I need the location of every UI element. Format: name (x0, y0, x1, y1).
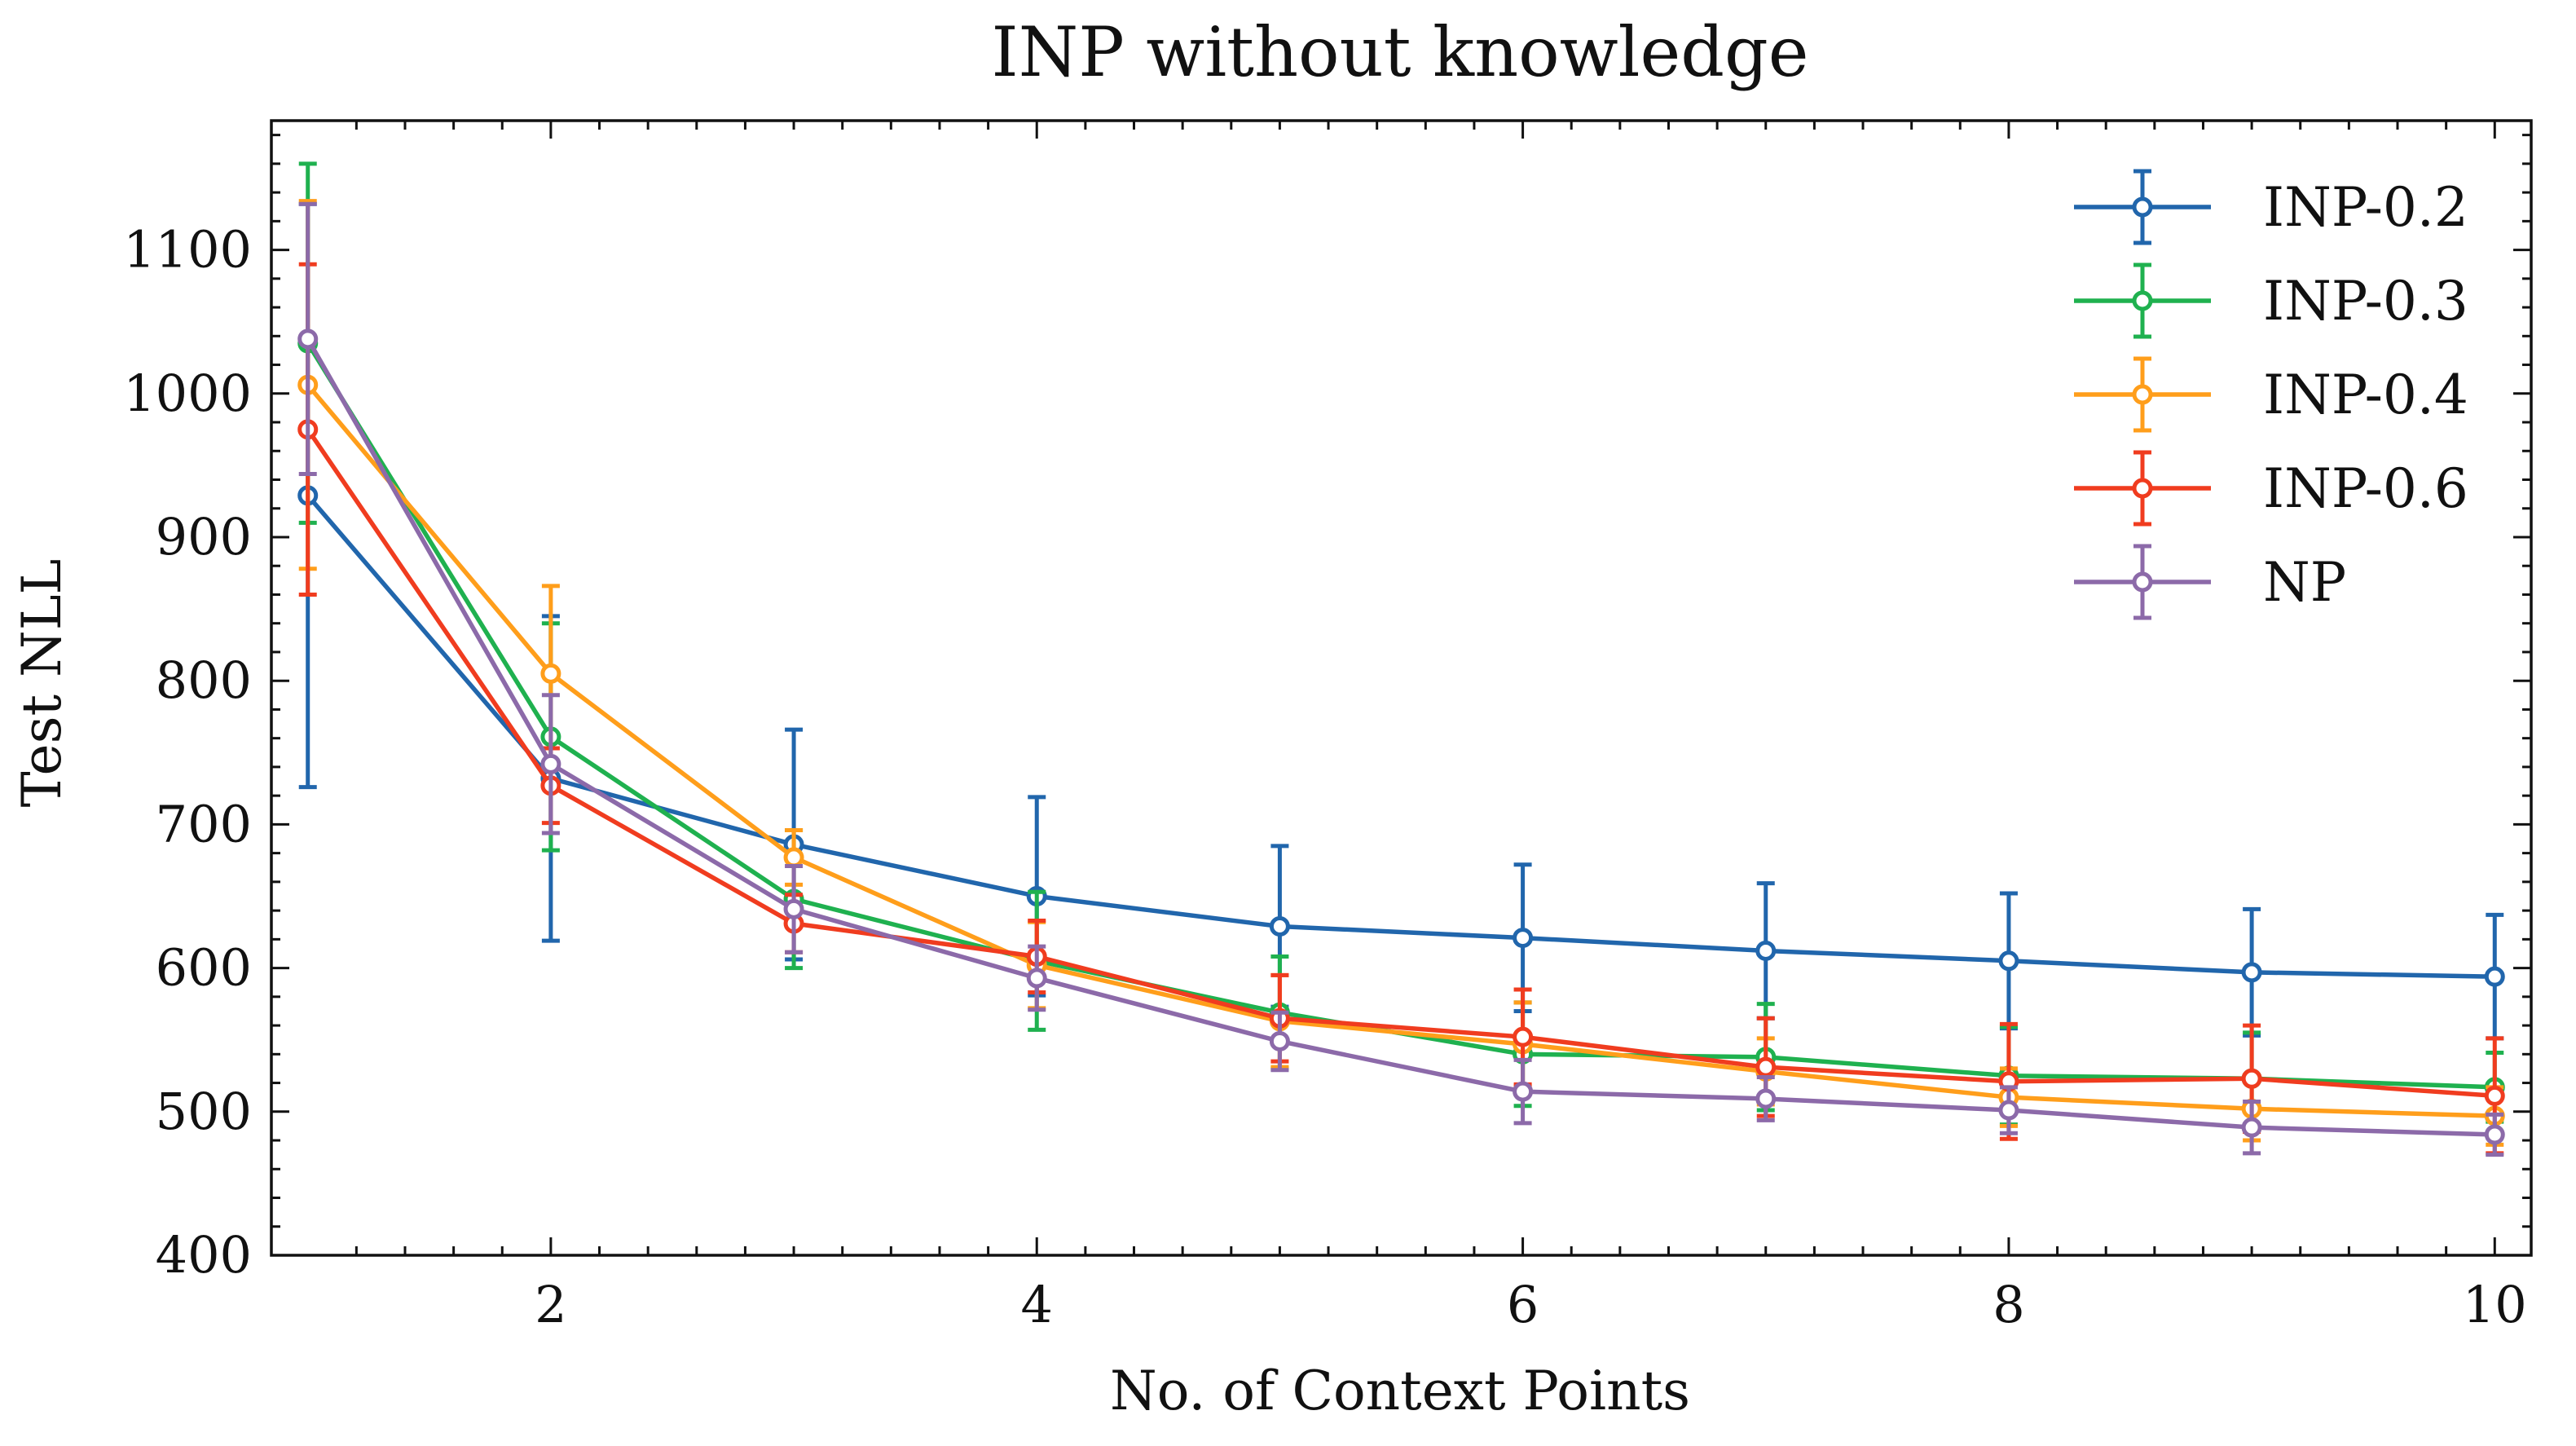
data-point (1755, 1056, 1777, 1078)
y-tick-label: 1100 (123, 220, 252, 280)
series-inp-0-6 (297, 262, 2505, 1156)
data-point (2241, 1068, 2262, 1089)
data-point (2484, 1085, 2505, 1106)
data-point (2241, 962, 2262, 983)
series-inp-0-3 (297, 161, 2505, 1127)
x-tick-label: 4 (1021, 1275, 1053, 1334)
legend-item: INP-0.4 (2074, 356, 2468, 433)
x-tick-label: 8 (1993, 1275, 2024, 1334)
data-point (1026, 968, 1047, 989)
x-tick-label: 2 (535, 1275, 566, 1334)
y-tick-label: 400 (156, 1225, 252, 1285)
data-point (1998, 1100, 2019, 1121)
legend-item: INP-0.3 (2074, 262, 2468, 339)
y-tick-label: 900 (156, 507, 252, 566)
x-tick-label: 6 (1507, 1275, 1539, 1334)
data-point (540, 663, 561, 684)
series-np (297, 201, 2505, 1157)
data-point (1998, 950, 2019, 972)
legend-item: INP-0.6 (2074, 450, 2468, 527)
y-axis-label: Test NLL (11, 559, 73, 808)
x-tick-label: 10 (2463, 1275, 2527, 1334)
series-inp-0-2 (297, 201, 2505, 1041)
x-axis-label: No. of Context Points (1110, 1360, 1690, 1422)
chart-title: INP without knowledge (992, 12, 1809, 92)
data-point (2484, 966, 2505, 987)
y-tick-label: 1000 (123, 364, 252, 423)
data-point (540, 753, 561, 774)
legend-marker (2132, 290, 2153, 311)
legend-marker (2132, 384, 2153, 405)
data-point (2484, 1124, 2505, 1145)
data-point (1513, 1081, 1534, 1102)
plot-frame (270, 119, 2533, 1257)
series-line (306, 494, 2495, 979)
series-inp-0-4 (297, 199, 2505, 1147)
series-layer (297, 161, 2505, 1157)
series-line (306, 383, 2495, 1118)
data-point (1269, 915, 1290, 937)
data-point (1755, 940, 1777, 961)
legend-label: INP-0.3 (2263, 270, 2468, 333)
data-point (1269, 1030, 1290, 1051)
legend-label: INP-0.4 (2263, 364, 2468, 426)
legend-marker (2132, 478, 2153, 499)
data-point (1513, 1026, 1534, 1047)
legend-label: INP-0.2 (2263, 176, 2468, 239)
series-line (306, 428, 2495, 1099)
data-point (783, 898, 804, 919)
series-line (306, 342, 2495, 1090)
y-tick-label: 500 (156, 1082, 252, 1141)
y-tick-label: 800 (156, 650, 252, 710)
legend: INP-0.2 INP-0.3 INP-0.4 INP-0.6 NP (2074, 169, 2468, 620)
data-point (783, 847, 804, 868)
data-point (2241, 1117, 2262, 1138)
axis-ticks: 2 4 6 8 10 400 500 600 700 800 900 1000 1100 (123, 121, 2531, 1334)
series-line (306, 337, 2495, 1137)
data-point (1755, 1088, 1777, 1109)
legend-marker (2132, 196, 2153, 218)
data-point (297, 328, 319, 350)
legend-label: NP (2263, 551, 2346, 614)
legend-item: INP-0.2 (2074, 169, 2468, 245)
legend-label: INP-0.6 (2263, 457, 2468, 520)
y-tick-label: 700 (156, 794, 252, 853)
legend-marker (2132, 571, 2153, 593)
y-tick-label: 600 (156, 938, 252, 998)
data-point (1513, 928, 1534, 949)
legend-item: NP (2074, 544, 2346, 620)
